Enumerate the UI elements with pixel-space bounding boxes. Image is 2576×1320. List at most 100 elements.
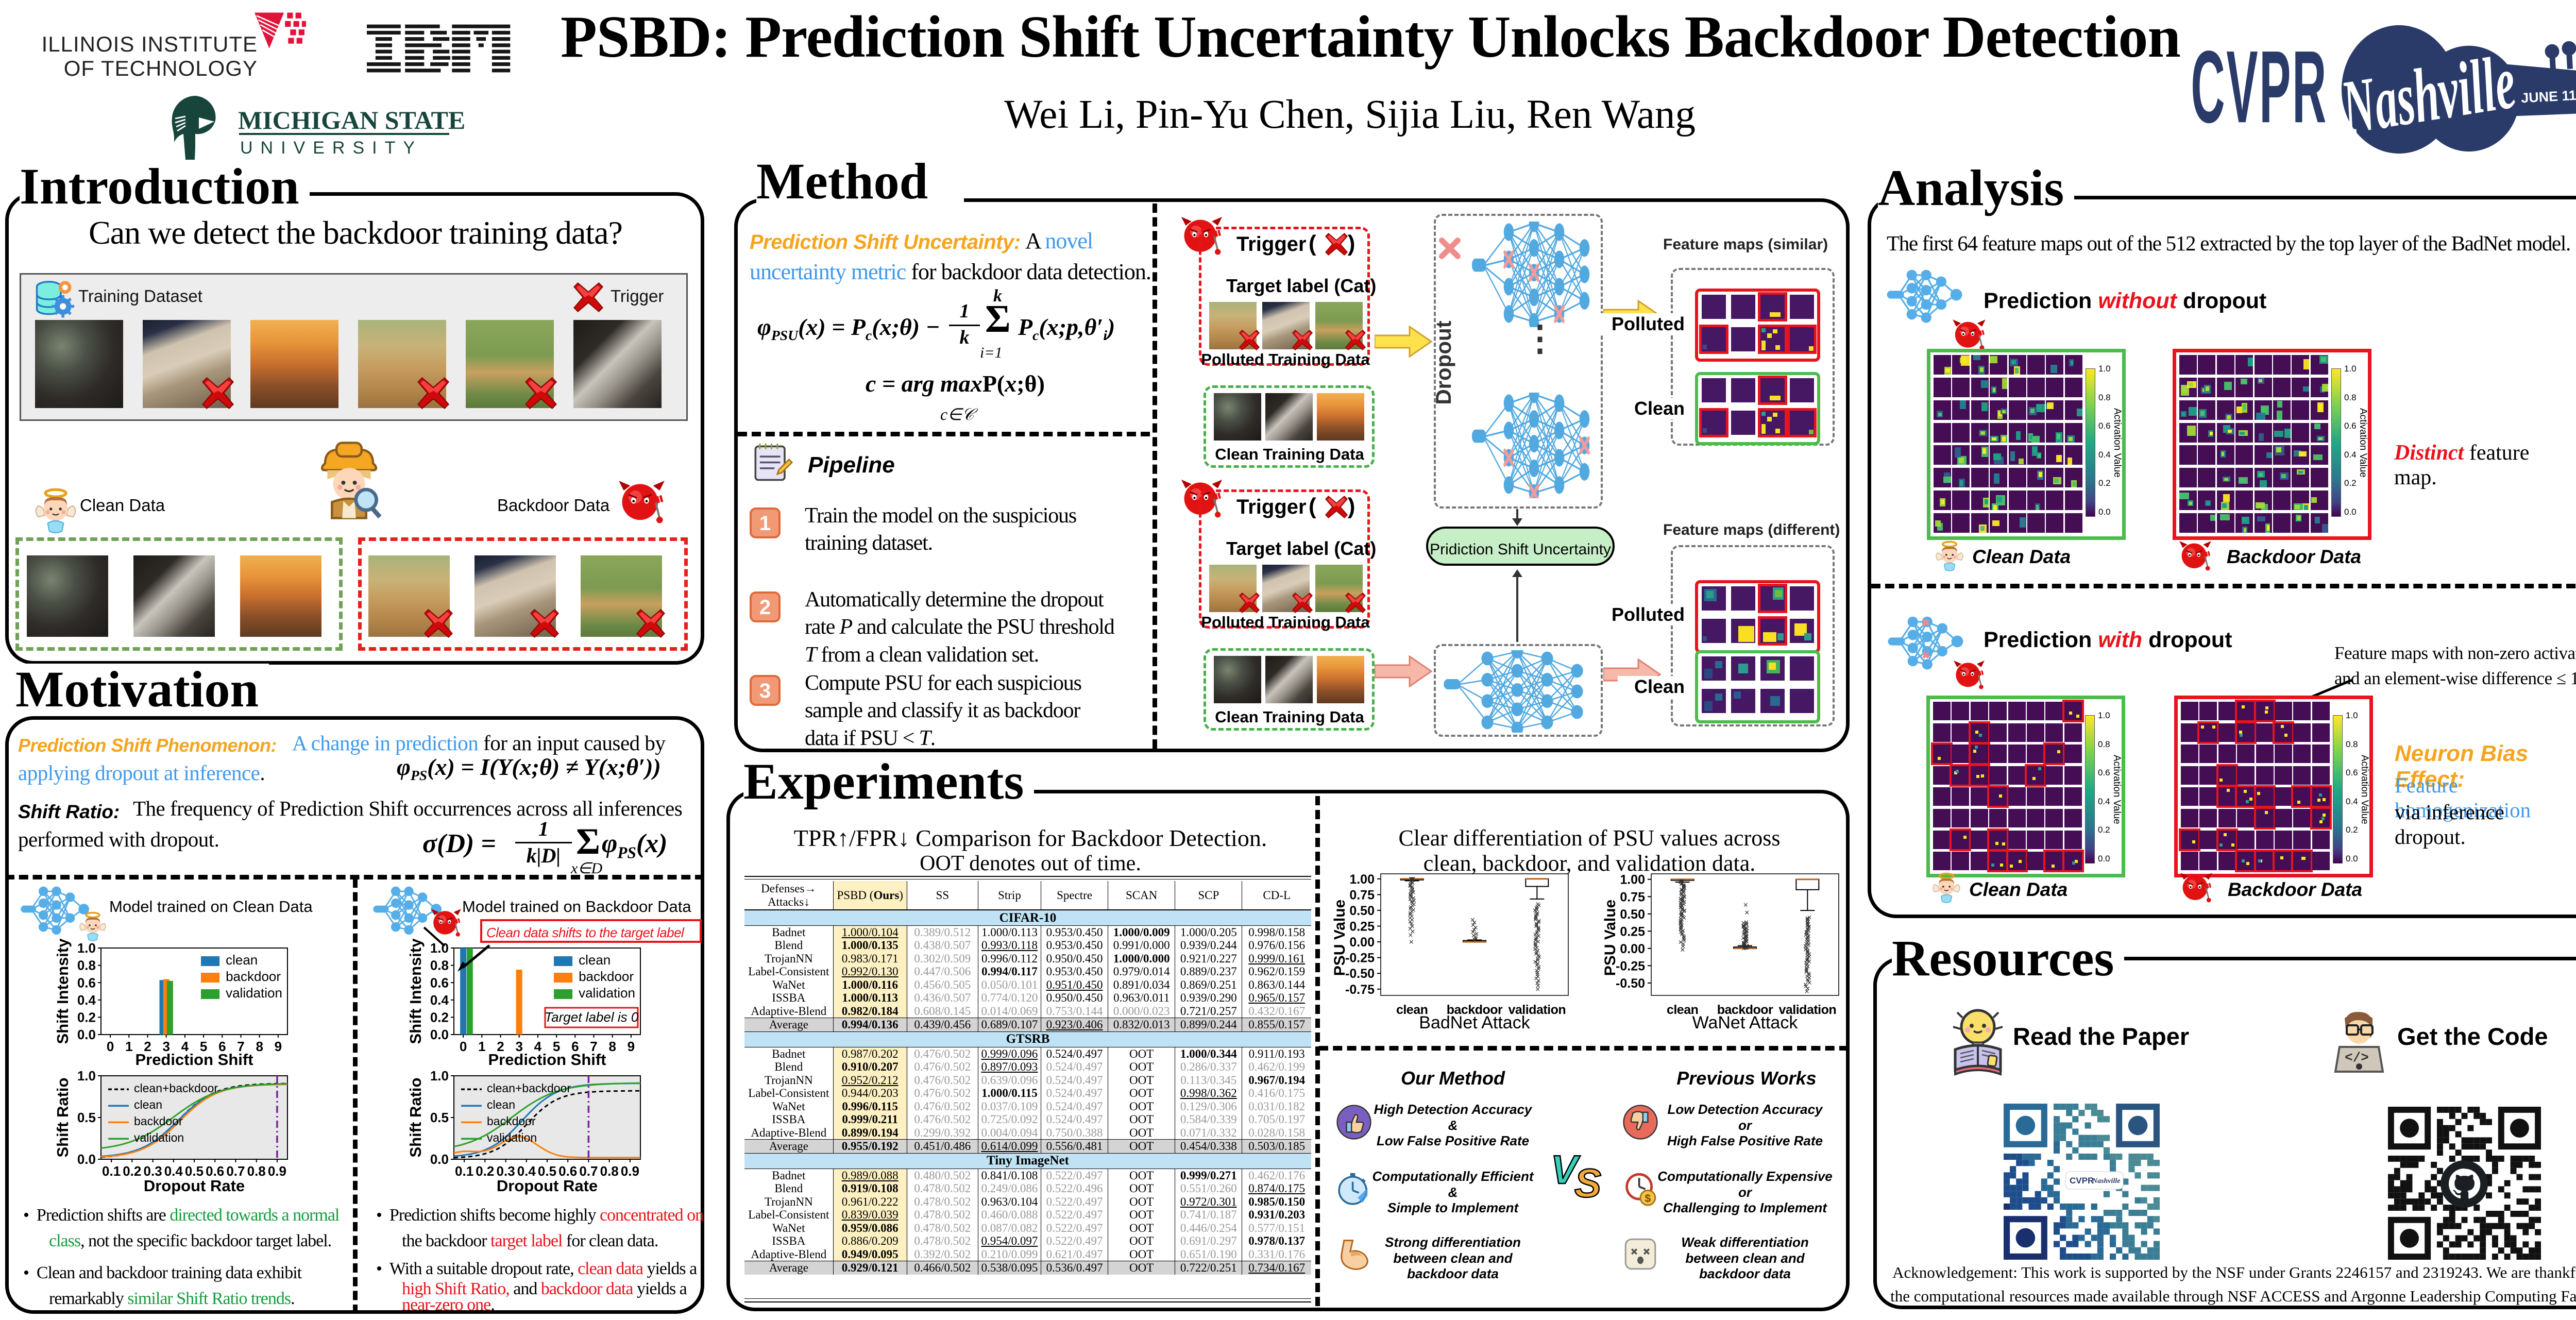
svg-text:0.8: 0.8: [77, 958, 96, 973]
svg-text:PSU Value: PSU Value: [1602, 900, 1619, 976]
svg-text:validation: validation: [226, 985, 282, 1001]
svg-text:backdoor: backdoor: [1717, 1003, 1773, 1017]
svg-text:0.5: 0.5: [538, 1163, 556, 1179]
svg-text:8: 8: [608, 1039, 616, 1054]
svg-text:$: $: [1645, 1192, 1651, 1205]
svg-text:Nashville: Nashville: [2092, 1177, 2120, 1185]
svg-text:0.50: 0.50: [1349, 904, 1375, 918]
svg-text:clean+backdoor: clean+backdoor: [487, 1081, 571, 1095]
svg-text:7: 7: [590, 1039, 597, 1054]
svg-text:1.0: 1.0: [430, 940, 449, 956]
svg-text:validation: validation: [579, 985, 635, 1001]
svg-text:0.5: 0.5: [430, 1110, 449, 1125]
svg-text:0.0: 0.0: [77, 1152, 96, 1167]
svg-text:</>: </>: [2345, 1050, 2369, 1065]
svg-text:CVPR: CVPR: [2070, 1176, 2094, 1186]
svg-text:-0.50: -0.50: [1345, 967, 1375, 981]
svg-text:0: 0: [107, 1039, 114, 1054]
svg-text:-0.25: -0.25: [1616, 959, 1645, 973]
svg-text:3: 3: [162, 1039, 170, 1054]
svg-text:CVPR: CVPR: [2191, 29, 2328, 144]
svg-text:0.2: 0.2: [123, 1163, 141, 1179]
svg-text:Shift Ratio: Shift Ratio: [54, 1078, 72, 1158]
svg-text:backdoor: backdoor: [226, 969, 281, 984]
svg-text:-0.25: -0.25: [1345, 951, 1375, 966]
svg-text:5: 5: [200, 1039, 207, 1054]
svg-text:backdoor: backdoor: [1447, 1003, 1503, 1017]
svg-text:validation: validation: [1508, 1003, 1566, 1017]
svg-text:clean: clean: [1396, 1003, 1428, 1017]
svg-text:1.0: 1.0: [77, 940, 96, 956]
svg-text:Prediction Shift: Prediction Shift: [488, 1051, 606, 1069]
svg-text:1: 1: [125, 1039, 132, 1054]
svg-text:2: 2: [497, 1039, 504, 1054]
svg-text:Dropout Rate: Dropout Rate: [144, 1177, 245, 1195]
svg-text:S: S: [1574, 1160, 1601, 1200]
svg-text:clean: clean: [487, 1098, 515, 1111]
svg-text:0.25: 0.25: [1349, 920, 1375, 934]
svg-text:0.25: 0.25: [1620, 924, 1645, 939]
svg-text:1.0: 1.0: [77, 1068, 96, 1084]
svg-text:backdoor: backdoor: [579, 969, 634, 984]
svg-text:backdoor: backdoor: [487, 1114, 536, 1128]
svg-text:4: 4: [534, 1039, 542, 1054]
svg-text:clean: clean: [134, 1098, 162, 1111]
svg-text:9: 9: [628, 1039, 635, 1054]
svg-text:Shift Intensity: Shift Intensity: [406, 938, 425, 1044]
svg-text:-0.75: -0.75: [1345, 983, 1375, 997]
svg-text:Shift Ratio: Shift Ratio: [406, 1078, 425, 1158]
svg-text:WaNet Attack: WaNet Attack: [1692, 1013, 1799, 1030]
svg-text:0.6: 0.6: [558, 1163, 577, 1179]
svg-text:BadNet Attack: BadNet Attack: [1419, 1013, 1530, 1030]
svg-text:0.6: 0.6: [430, 975, 449, 990]
svg-text:Prediction Shift: Prediction Shift: [135, 1051, 253, 1069]
svg-text:0.4: 0.4: [430, 992, 449, 1008]
svg-text:0.8: 0.8: [600, 1163, 619, 1179]
svg-text:0.4: 0.4: [77, 992, 96, 1008]
svg-text:1.00: 1.00: [1349, 872, 1375, 887]
svg-text:0.4: 0.4: [517, 1163, 536, 1179]
svg-text:0.8: 0.8: [247, 1163, 266, 1179]
svg-text:9: 9: [275, 1039, 282, 1054]
svg-text:0.1: 0.1: [455, 1163, 473, 1179]
svg-text:Target label is 0: Target label is 0: [545, 1009, 639, 1025]
svg-text:0.6: 0.6: [77, 975, 96, 990]
svg-text:3: 3: [515, 1039, 522, 1054]
svg-text:0.1: 0.1: [102, 1163, 121, 1179]
svg-text:0.9: 0.9: [621, 1163, 639, 1179]
svg-text:0: 0: [460, 1039, 467, 1054]
svg-text:0.0: 0.0: [77, 1027, 96, 1042]
svg-text:validation: validation: [1778, 1003, 1836, 1017]
svg-text:0.2: 0.2: [77, 1010, 96, 1025]
svg-text:PSU Value: PSU Value: [1331, 900, 1348, 976]
svg-text:0.50: 0.50: [1620, 907, 1645, 922]
svg-text:0.4: 0.4: [164, 1163, 183, 1179]
svg-text:V: V: [1551, 1147, 1581, 1192]
svg-text:0.2: 0.2: [476, 1163, 494, 1179]
svg-text:6: 6: [218, 1039, 226, 1054]
svg-text:0.3: 0.3: [144, 1163, 162, 1179]
svg-text:6: 6: [571, 1039, 579, 1054]
svg-text:0.6: 0.6: [206, 1163, 224, 1179]
svg-text:0.0: 0.0: [430, 1027, 449, 1042]
svg-text:1.0: 1.0: [430, 1068, 449, 1084]
svg-text:0.00: 0.00: [1620, 942, 1645, 956]
svg-text:1: 1: [478, 1039, 485, 1054]
svg-text:0.00: 0.00: [1349, 935, 1375, 950]
svg-text:0.75: 0.75: [1349, 888, 1375, 902]
svg-text:0.3: 0.3: [497, 1163, 515, 1179]
svg-text:clean: clean: [226, 952, 258, 968]
svg-text:0.0: 0.0: [430, 1152, 449, 1167]
svg-text:clean: clean: [579, 952, 611, 968]
svg-text:backdoor: backdoor: [134, 1114, 183, 1128]
svg-text:4: 4: [181, 1039, 189, 1054]
svg-text:2: 2: [144, 1039, 151, 1054]
svg-text:Shift Intensity: Shift Intensity: [54, 938, 72, 1044]
svg-text:0.75: 0.75: [1620, 890, 1645, 904]
svg-text:7: 7: [237, 1039, 244, 1054]
svg-text:0.8: 0.8: [430, 958, 449, 973]
svg-text:0.5: 0.5: [185, 1163, 204, 1179]
svg-text:5: 5: [553, 1039, 560, 1054]
svg-text:validation: validation: [134, 1131, 184, 1144]
svg-text:0.7: 0.7: [579, 1163, 598, 1179]
